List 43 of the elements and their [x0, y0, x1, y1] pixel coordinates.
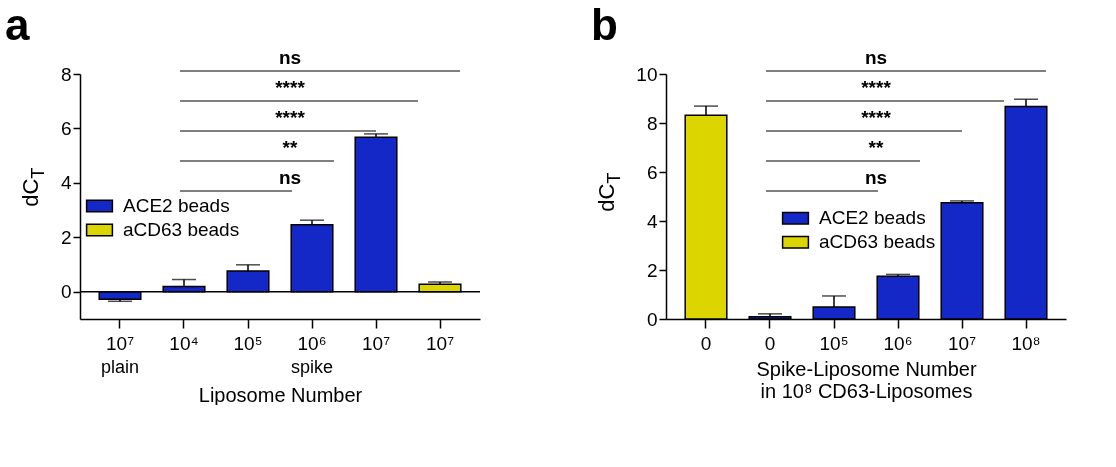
annotation: ns [278, 167, 302, 188]
legend-label: aCD63 beads [123, 219, 240, 240]
x-tick-label: 10⁸ [1011, 332, 1041, 354]
y-tick-label: 4 [646, 210, 658, 232]
y-tick-label: 2 [60, 226, 72, 248]
x-tick-label: 10⁷ [361, 332, 391, 354]
x-tick-label: 10⁷ [947, 332, 977, 354]
x-tick-label: 10⁵ [233, 332, 263, 354]
x-axis-title: Spike-Liposome Number in 10⁸ CD63-Liposomes [756, 357, 977, 402]
chart-title: b [591, 0, 618, 49]
annotation: **** [861, 107, 892, 128]
annotation: ** [282, 137, 298, 158]
y-tick-label: 0 [60, 281, 72, 303]
y-tick-label: 8 [60, 63, 72, 85]
y-tick-label: 8 [646, 112, 658, 134]
x-tick-label: 10⁶ [883, 332, 913, 354]
y-tick-label: 2 [646, 259, 658, 281]
legend-label: aCD63 beads [819, 231, 936, 253]
x-tick-label: 10⁷ [425, 332, 455, 354]
annotation: ** [868, 137, 884, 158]
annotation: **** [275, 77, 306, 98]
x-tick-label: 10⁶ [297, 332, 327, 354]
annotation: **** [275, 107, 306, 128]
x-tick-label: 0 [764, 332, 776, 354]
text: spike [290, 357, 334, 377]
x-axis-title: Liposome Number [198, 383, 363, 406]
x-tick-label: 10⁵ [819, 332, 849, 354]
y-tick-label: 0 [646, 308, 658, 330]
y-tick-label: 4 [60, 172, 72, 194]
y-tick-label: 10 [636, 63, 658, 85]
y-tick-label: 6 [646, 161, 658, 183]
legend-label: ACE2 beads [123, 195, 230, 216]
annotation: ns [864, 167, 888, 188]
legend-label: ACE2 beads [819, 207, 926, 229]
text: ns [278, 47, 302, 68]
x-tick-label: 10⁴ [169, 332, 199, 354]
text: plain [100, 357, 140, 377]
x-tick-label: 0 [700, 332, 712, 354]
chart-title: a [5, 0, 30, 49]
text: ns [864, 47, 888, 68]
y-tick-label: 6 [60, 117, 72, 139]
x-tick-label: 10⁷ [105, 332, 135, 354]
annotation: **** [861, 77, 892, 98]
